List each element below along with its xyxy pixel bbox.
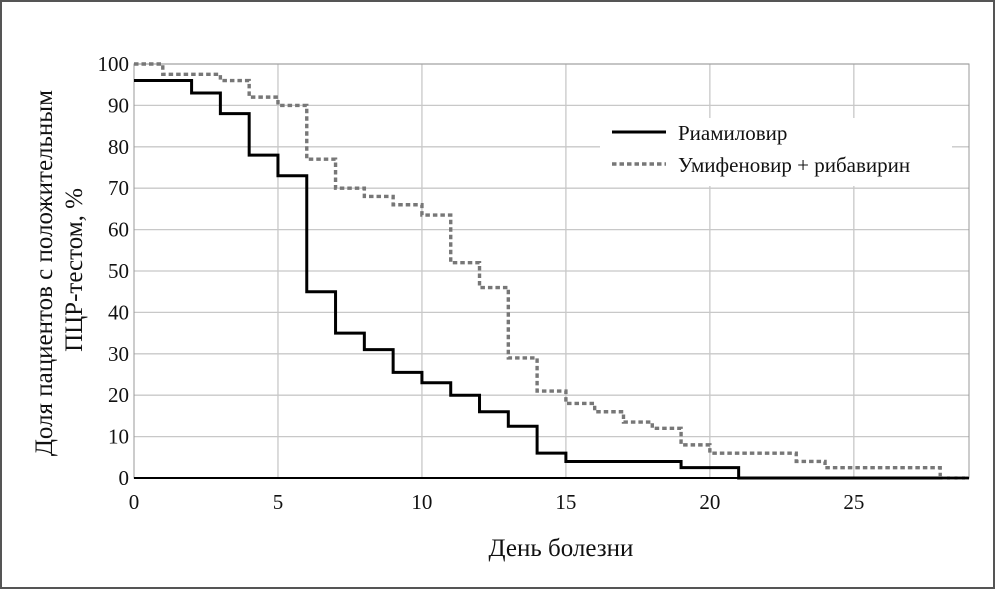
y-tick-label: 20 xyxy=(108,383,129,407)
x-tick-label: 20 xyxy=(699,490,720,514)
y-tick-label: 80 xyxy=(108,135,129,159)
y-tick-label: 60 xyxy=(108,218,129,242)
y-tick-label: 50 xyxy=(108,259,129,283)
legend: Риамиловир Умифеновир + рибавирин xyxy=(600,118,952,186)
y-axis-title-line-2: ПЦР-тестом, % xyxy=(61,188,88,352)
y-axis-title: Доля пациентов с положительным ПЦР-тесто… xyxy=(31,84,88,456)
x-tick-label: 25 xyxy=(843,490,864,514)
series-line-riamilovir xyxy=(134,79,969,480)
grid xyxy=(134,63,969,478)
x-tick-label: 5 xyxy=(273,490,284,514)
y-tick-label: 100 xyxy=(98,52,130,76)
y-tick-label: 70 xyxy=(108,176,129,200)
y-tick-label: 10 xyxy=(108,425,129,449)
y-tick-label: 40 xyxy=(108,300,129,324)
x-tick-label: 15 xyxy=(555,490,576,514)
series-line-umifenovir-ribavirin xyxy=(134,62,969,480)
y-axis-title-line-1: Доля пациентов с положительным xyxy=(31,90,58,456)
x-tick-labels: 0 5 10 15 20 25 xyxy=(129,490,865,514)
x-tick-label: 10 xyxy=(411,490,432,514)
y-tick-label: 90 xyxy=(108,93,129,117)
x-tick-label: 0 xyxy=(129,490,140,514)
y-tick-label: 0 xyxy=(119,466,130,490)
series-layer xyxy=(134,62,969,480)
legend-label-umifenovir-ribavirin: Умифеновир + рибавирин xyxy=(678,153,910,177)
y-tick-labels: 0 10 20 30 40 50 60 70 80 90 100 xyxy=(98,52,130,490)
legend-label-riamilovir: Риамиловир xyxy=(678,121,787,145)
x-axis-title: День болезни xyxy=(489,535,634,562)
y-tick-label: 30 xyxy=(108,342,129,366)
legend-background xyxy=(600,118,952,186)
